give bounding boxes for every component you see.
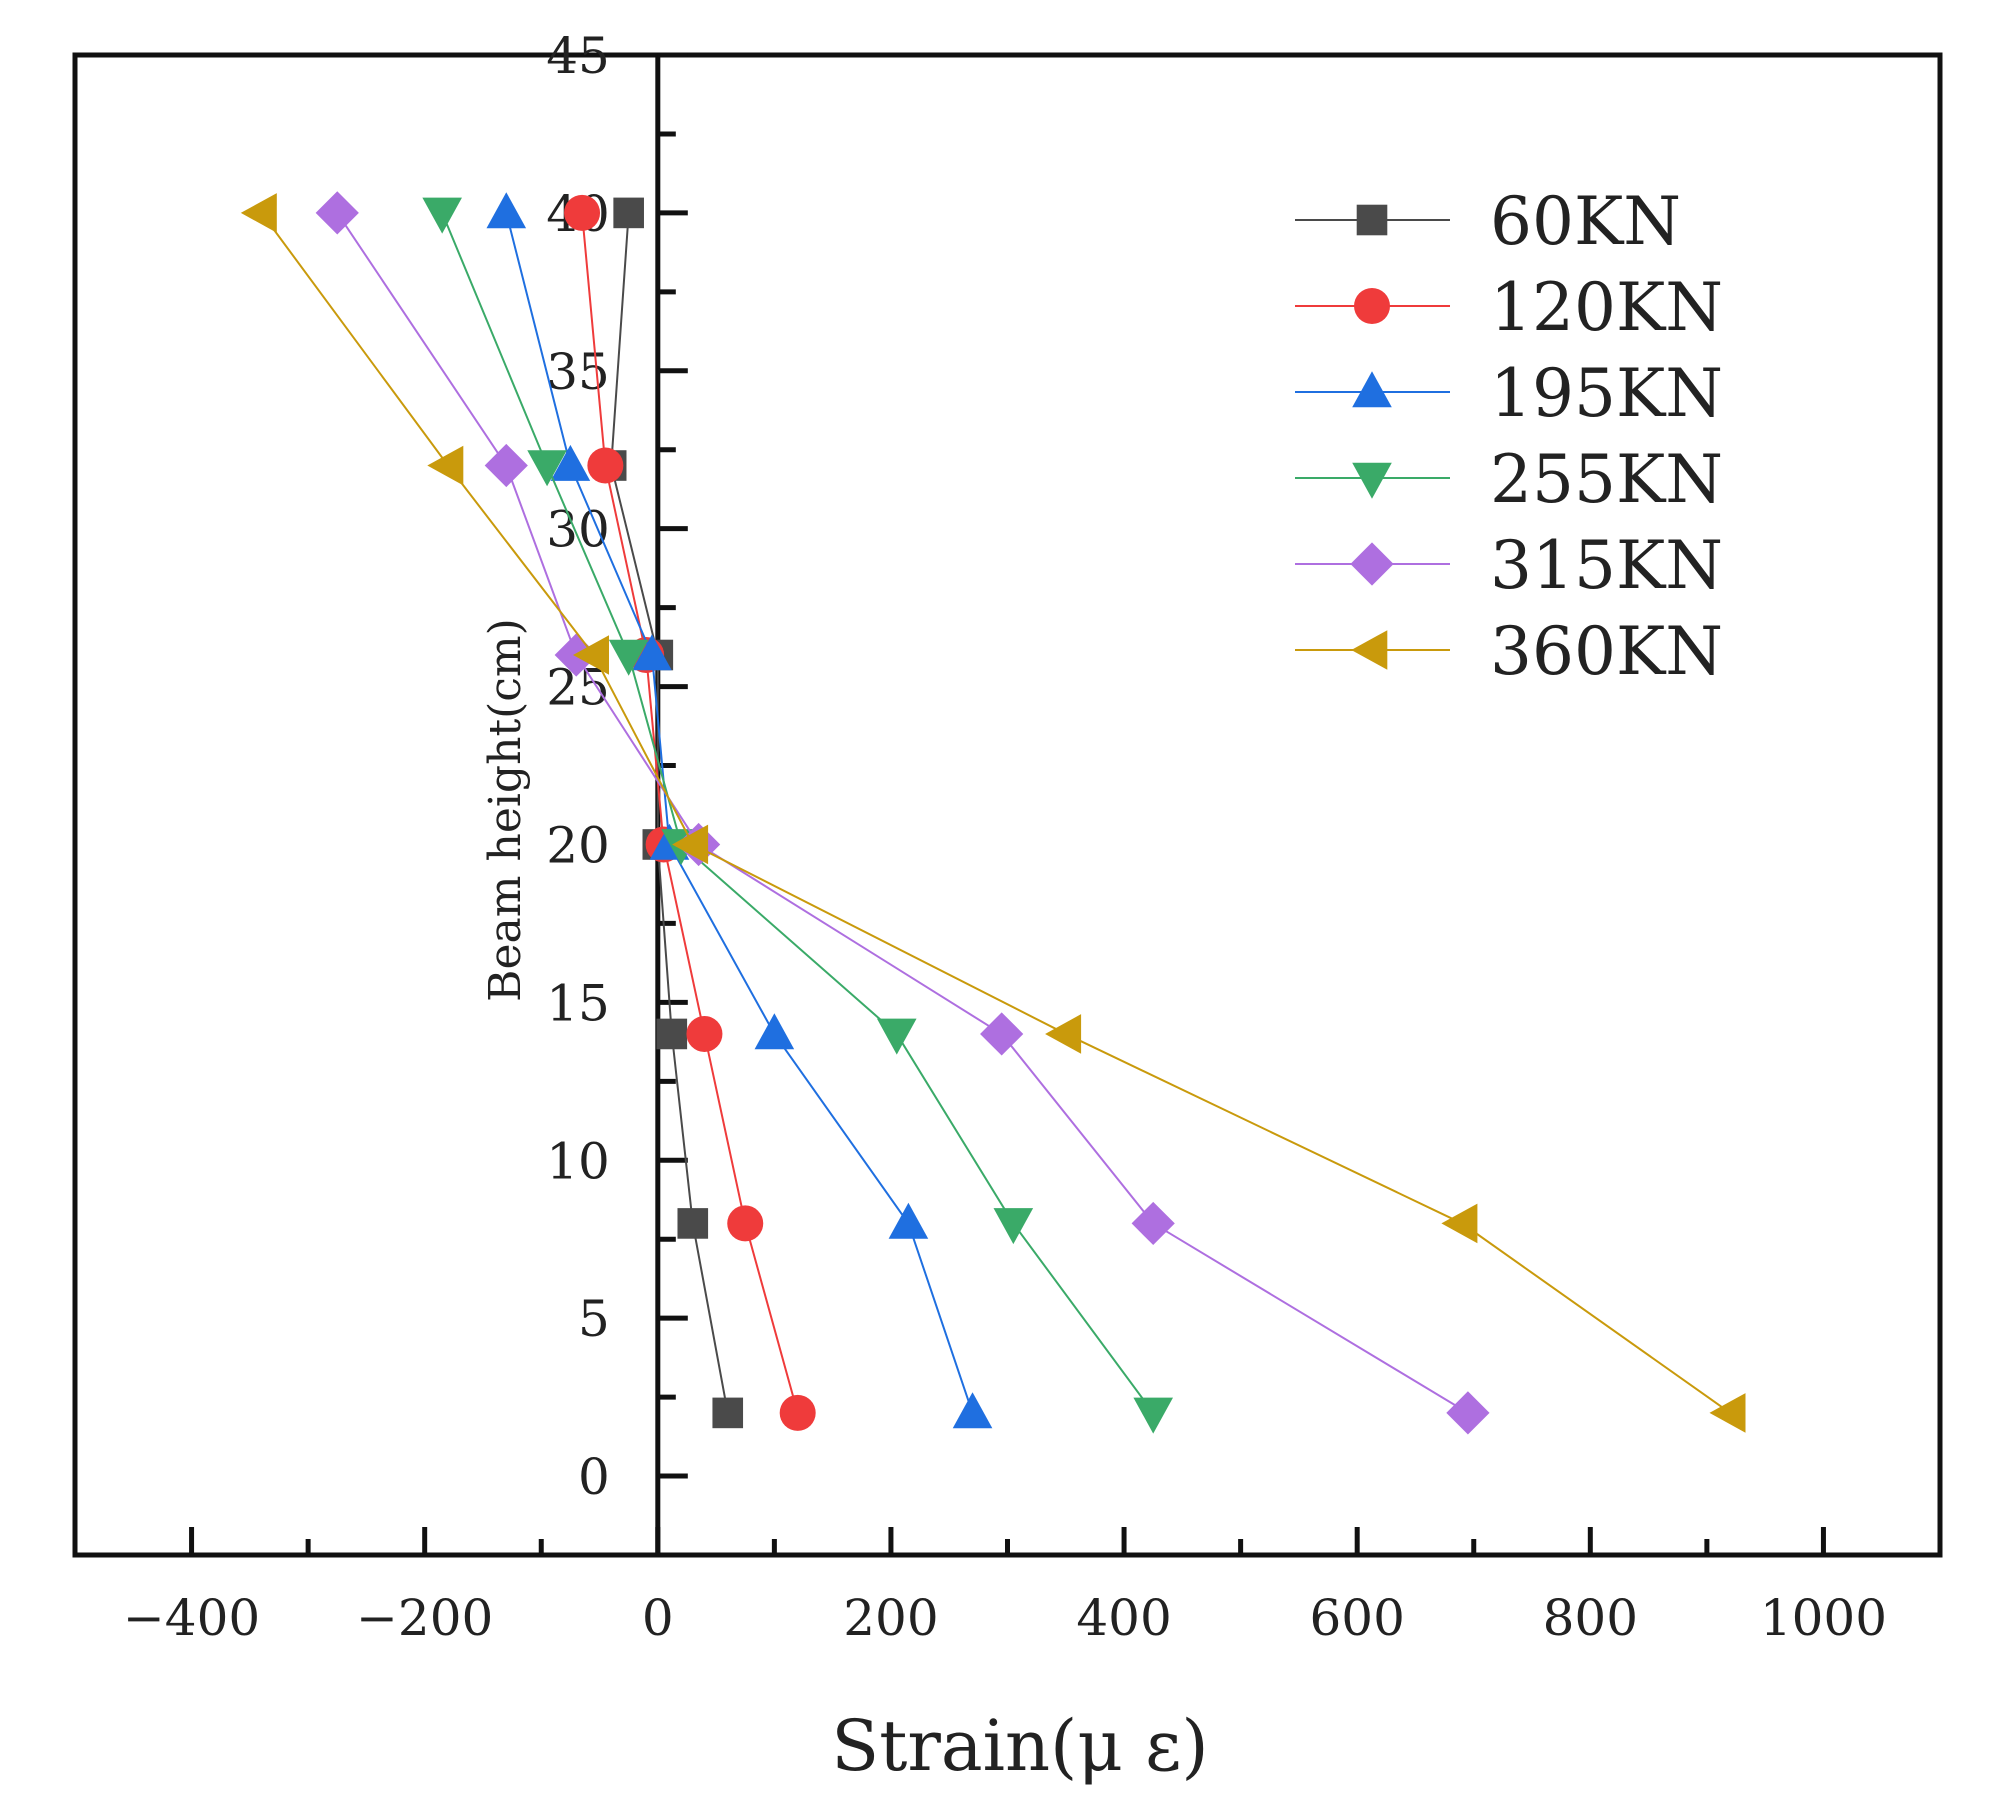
series-line	[610, 212, 729, 1414]
legend-marker	[1354, 288, 1390, 324]
x-axis-label: Strain(μ ε)	[831, 1705, 1208, 1787]
legend: 60KN 120KN 195KN 255KN 315KN 360KN	[1295, 183, 1723, 690]
x-tick-label: 200	[843, 1589, 938, 1647]
data-point-marker	[240, 193, 277, 233]
data-point-marker	[876, 1018, 917, 1055]
data-point-marker	[608, 639, 649, 676]
data-point-marker	[527, 450, 567, 487]
legend-label: 255KN	[1490, 441, 1723, 518]
data-point-marker	[632, 634, 672, 671]
x-tick-label: 400	[1076, 1589, 1171, 1647]
x-tick-label: 600	[1309, 1589, 1404, 1647]
data-point-marker	[484, 443, 528, 488]
data-point-marker	[980, 1012, 1024, 1056]
data-point-marker	[727, 1205, 764, 1242]
data-point-marker	[1045, 1014, 1082, 1054]
data-point-marker	[779, 1394, 816, 1431]
data-point-marker	[952, 1392, 993, 1429]
data-point-marker	[486, 192, 527, 229]
x-tick-label: −200	[356, 1589, 493, 1647]
x-tick-label: −400	[123, 1589, 260, 1647]
data-point-marker	[686, 1015, 723, 1052]
data-point-marker	[613, 197, 644, 229]
data-point-marker	[550, 444, 591, 481]
series-195kn	[486, 192, 993, 1429]
legend-marker	[1351, 630, 1388, 670]
series-60kn	[595, 197, 744, 1429]
x-tick-label: 0	[642, 1589, 674, 1647]
data-point-marker	[564, 194, 601, 231]
legend-marker	[1352, 371, 1392, 408]
legend-label: 315KN	[1490, 527, 1723, 604]
x-tick-label: 800	[1543, 1589, 1638, 1647]
y-tick-label: 15	[546, 974, 610, 1032]
x-tick-label: 1000	[1760, 1589, 1887, 1647]
data-point-marker	[656, 1018, 688, 1050]
data-point-marker	[587, 447, 624, 484]
legend-label: 60KN	[1490, 183, 1681, 260]
y-tick-label: 5	[578, 1290, 610, 1348]
data-point-marker	[1441, 1203, 1478, 1244]
data-point-marker	[1446, 1391, 1490, 1435]
series-360kn	[240, 193, 1746, 1433]
data-point-marker	[1131, 1201, 1175, 1246]
data-point-marker	[427, 445, 464, 486]
y-ticks: 051015202530354045	[546, 27, 688, 1506]
y-tick-label: 35	[546, 343, 610, 401]
x-ticks: −400 −200 0 200 400 600 800 1000	[123, 1527, 1887, 1647]
y-tick-label: 10	[546, 1132, 610, 1190]
y-tick-label: 0	[578, 1448, 610, 1506]
data-point-marker	[1133, 1397, 1174, 1434]
data-point-marker	[315, 191, 359, 235]
legend-label: 195KN	[1490, 355, 1723, 432]
series-255kn	[422, 197, 1174, 1434]
legend-marker	[1350, 542, 1394, 586]
data-point-marker	[1709, 1393, 1746, 1433]
data-point-marker	[712, 1397, 744, 1429]
data-point-marker	[422, 197, 462, 234]
data-point-marker	[993, 1208, 1034, 1245]
y-tick-label: 20	[546, 816, 610, 874]
series-group	[240, 191, 1746, 1435]
legend-label: 120KN	[1490, 269, 1723, 346]
data-point-marker	[573, 635, 610, 675]
data-point-marker	[672, 824, 709, 865]
data-point-marker	[888, 1202, 929, 1239]
y-tick-label: 45	[546, 27, 610, 85]
data-point-marker	[677, 1208, 709, 1239]
legend-label: 360KN	[1490, 613, 1723, 690]
data-point-marker	[754, 1013, 795, 1050]
legend-marker	[1352, 462, 1392, 499]
y-axis-label: Beam height(cm)	[480, 618, 531, 1002]
legend-marker	[1356, 204, 1388, 236]
y-tick-label: 30	[546, 501, 610, 559]
